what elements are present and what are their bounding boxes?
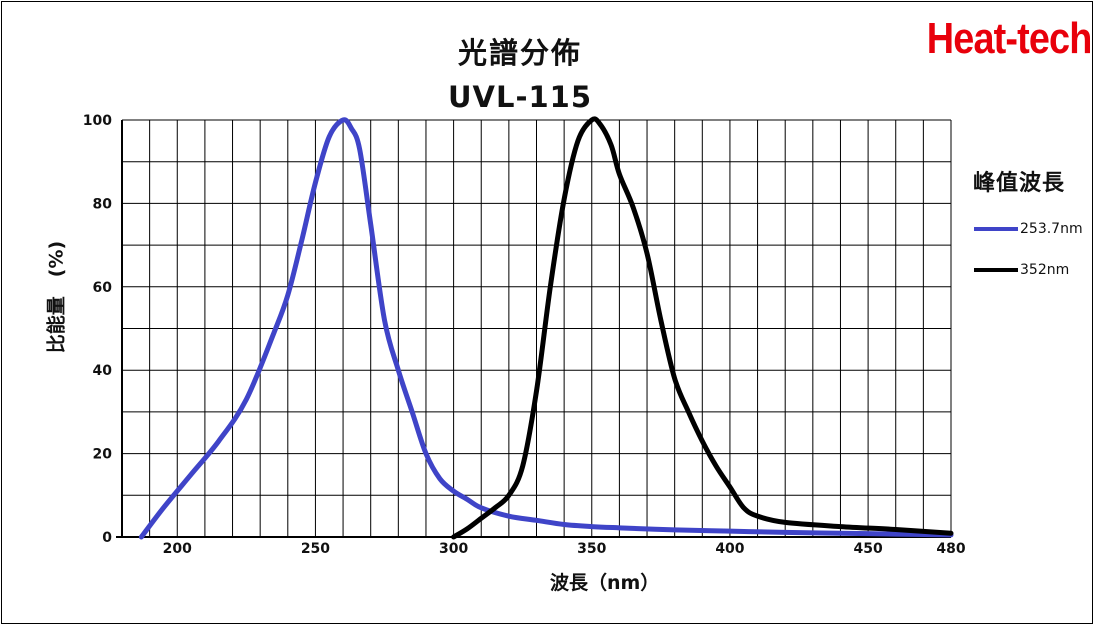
chart-title: 光譜分佈 [457, 36, 582, 70]
series-lines [138, 116, 954, 540]
brand-logo: Heat-tech [926, 14, 1092, 63]
y-tick-label: 60 [93, 280, 113, 296]
series-line-352nm [451, 116, 954, 540]
grid-lines [116, 119, 952, 538]
legend-title: 峰值波長 [973, 171, 1066, 196]
x-tick-label: 480 [936, 541, 965, 557]
legend-swatch-black [974, 268, 1018, 272]
x-tick-label: 450 [853, 541, 882, 557]
series-line-253-7nm [138, 117, 954, 540]
x-tick-labels: 200 250 300 350 400 450 480 [163, 541, 966, 557]
y-tick-label: 80 [93, 196, 113, 212]
x-axis-label: 波長（nm） [550, 572, 660, 594]
x-tick-label: 250 [301, 541, 330, 557]
x-tick-label: 200 [163, 541, 192, 557]
y-tick-labels: 0 20 40 60 80 100 [83, 113, 112, 546]
legend-item-352nm: 352nm [974, 260, 1069, 280]
x-tick-label: 400 [715, 541, 744, 557]
y-tick-label: 40 [93, 363, 113, 379]
y-tick-label: 20 [93, 447, 113, 463]
y-tick-label: 0 [102, 530, 112, 546]
x-tick-label: 350 [577, 541, 606, 557]
legend-swatch-blue [974, 227, 1018, 231]
chart-subtitle: UVL-115 [447, 80, 593, 114]
x-tick-label: 300 [439, 541, 468, 557]
y-tick-label: 100 [83, 113, 112, 129]
legend-label: 253.7nm [1020, 221, 1083, 237]
legend-label: 352nm [1020, 262, 1070, 278]
legend-item-253-7nm: 253.7nm [974, 219, 1083, 239]
